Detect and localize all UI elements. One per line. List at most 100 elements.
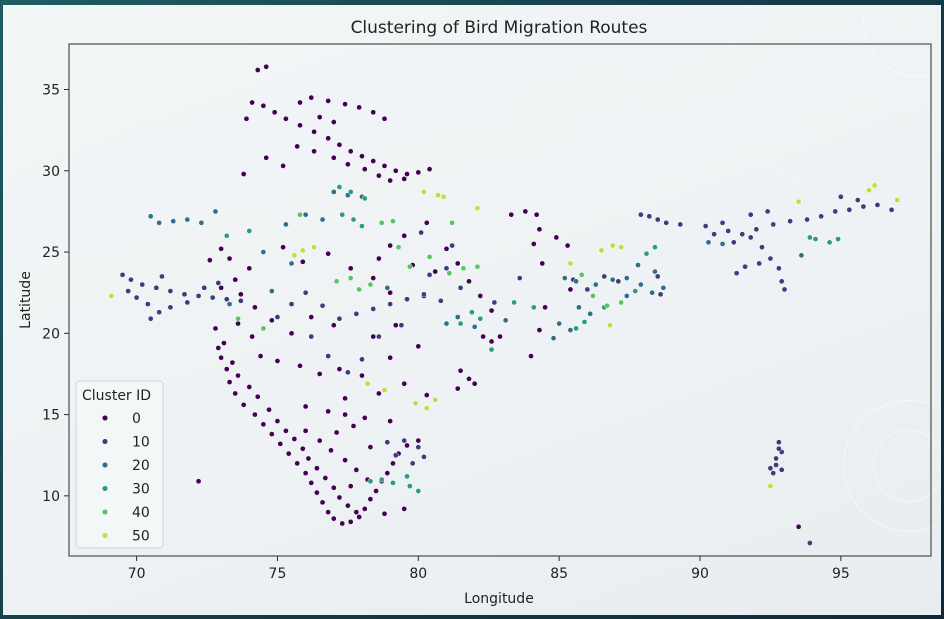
- data-point: [268, 288, 275, 294]
- data-point: [618, 244, 624, 251]
- data-point: [226, 301, 233, 307]
- data-point: [536, 226, 543, 233]
- data-point: [299, 247, 306, 254]
- data-point: [268, 431, 275, 437]
- data-point: [302, 289, 309, 296]
- x-tick-label: 80: [409, 566, 427, 582]
- data-point: [356, 514, 363, 520]
- data-point: [240, 171, 247, 177]
- data-point: [776, 439, 782, 446]
- data-point: [767, 255, 774, 262]
- data-point: [747, 211, 754, 218]
- data-point: [488, 346, 495, 353]
- data-point: [302, 427, 309, 434]
- data-point: [536, 327, 543, 333]
- legend-label: 50: [132, 529, 150, 545]
- data-point: [223, 296, 230, 303]
- data-point: [215, 345, 222, 351]
- data-point: [209, 294, 216, 301]
- data-point: [294, 460, 301, 467]
- data-point: [237, 291, 244, 298]
- data-point: [623, 293, 630, 299]
- data-point: [308, 333, 315, 340]
- data-point: [432, 268, 439, 275]
- data-point: [184, 299, 191, 306]
- data-point: [530, 304, 537, 311]
- data-point: [539, 260, 546, 267]
- data-point: [395, 244, 402, 251]
- data-point: [846, 206, 853, 213]
- data-point: [260, 249, 267, 255]
- data-point: [330, 154, 337, 161]
- data-point: [759, 244, 765, 251]
- data-point: [795, 198, 802, 205]
- data-point: [432, 397, 439, 403]
- y-axis-label: Latitude: [18, 271, 34, 329]
- data-point: [730, 239, 737, 246]
- data-point: [618, 299, 624, 306]
- data-point: [266, 406, 272, 413]
- data-point: [652, 244, 658, 251]
- data-point: [573, 325, 579, 332]
- data-point: [370, 275, 377, 281]
- data-point: [218, 284, 224, 291]
- data-point: [215, 280, 222, 286]
- data-point: [353, 509, 360, 515]
- data-point: [773, 455, 779, 462]
- data-point: [567, 260, 574, 267]
- data-point: [471, 323, 478, 330]
- data-point: [167, 288, 174, 294]
- data-point: [770, 221, 777, 228]
- data-point: [370, 158, 377, 164]
- data-point: [632, 288, 639, 294]
- data-point: [609, 276, 616, 283]
- data-point: [325, 135, 332, 142]
- data-point: [291, 252, 298, 259]
- data-point: [283, 427, 289, 434]
- data-point: [423, 219, 430, 226]
- data-point: [807, 234, 813, 241]
- data-point: [415, 488, 422, 494]
- legend-marker: [101, 461, 109, 469]
- data-point: [511, 299, 517, 306]
- data-point: [528, 353, 534, 359]
- data-point: [316, 114, 323, 120]
- data-point: [561, 275, 568, 281]
- data-point: [646, 213, 653, 220]
- data-point: [356, 286, 363, 293]
- data-point: [725, 228, 732, 234]
- data-point: [367, 496, 374, 502]
- data-point: [277, 440, 284, 447]
- legend-marker: [101, 485, 109, 492]
- data-point: [288, 330, 295, 337]
- data-point: [657, 291, 664, 298]
- data-point: [826, 239, 833, 246]
- data-point: [314, 465, 320, 472]
- data-point: [353, 467, 360, 473]
- data-point: [421, 189, 427, 195]
- data-point: [285, 450, 292, 457]
- data-point: [311, 148, 317, 155]
- data-point: [257, 353, 264, 359]
- data-point: [719, 241, 726, 247]
- data-point: [347, 519, 354, 525]
- data-point: [401, 506, 408, 512]
- data-point: [384, 470, 391, 476]
- data-point: [364, 380, 371, 387]
- data-point: [426, 166, 433, 173]
- data-point: [125, 288, 132, 294]
- legend-marker: [101, 414, 109, 422]
- data-point: [457, 320, 464, 327]
- x-axis-label: Longitude: [464, 591, 534, 607]
- data-point: [384, 284, 391, 291]
- data-point: [457, 284, 464, 291]
- data-point: [421, 454, 427, 460]
- data-point: [347, 148, 354, 155]
- data-point: [268, 317, 275, 324]
- data-point: [553, 234, 560, 241]
- data-point: [274, 358, 281, 364]
- y-tick-label: 15: [42, 408, 60, 424]
- data-point: [392, 167, 399, 174]
- data-point: [578, 271, 585, 278]
- data-point: [747, 234, 754, 241]
